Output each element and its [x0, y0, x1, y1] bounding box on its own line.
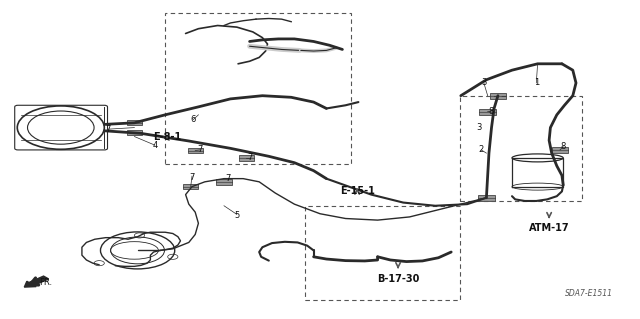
Text: B-17-30: B-17-30: [377, 274, 419, 284]
Text: 8: 8: [561, 142, 566, 151]
Bar: [165, 13, 351, 164]
Text: E-15-1: E-15-1: [340, 186, 374, 197]
Bar: [305, 206, 460, 300]
FancyArrow shape: [24, 276, 49, 287]
Text: 3: 3: [481, 78, 486, 87]
Bar: [460, 96, 582, 201]
Text: 3: 3: [476, 123, 481, 132]
Bar: [127, 130, 142, 135]
Bar: [239, 155, 254, 160]
Text: 7: 7: [247, 153, 252, 162]
Bar: [490, 93, 506, 99]
Text: 6: 6: [191, 115, 196, 124]
Bar: [552, 147, 568, 153]
Text: SDA7-E1511: SDA7-E1511: [565, 289, 613, 298]
Text: 7: 7: [197, 145, 202, 154]
Text: E-8-1: E-8-1: [154, 132, 182, 142]
Bar: [183, 184, 198, 189]
Text: FR.: FR.: [40, 278, 52, 287]
Text: 8: 8: [489, 107, 494, 116]
Bar: [478, 195, 495, 201]
Text: 7: 7: [225, 174, 230, 183]
Bar: [188, 148, 203, 153]
Text: 1: 1: [534, 78, 539, 87]
Text: ATM-17: ATM-17: [529, 223, 570, 233]
Text: 7: 7: [189, 173, 195, 182]
Text: 7: 7: [105, 125, 110, 134]
Text: 4: 4: [152, 141, 157, 150]
Bar: [127, 120, 142, 125]
Text: 2: 2: [479, 145, 484, 154]
Bar: [479, 109, 496, 115]
Text: 5: 5: [234, 211, 239, 220]
Bar: [216, 179, 232, 184]
